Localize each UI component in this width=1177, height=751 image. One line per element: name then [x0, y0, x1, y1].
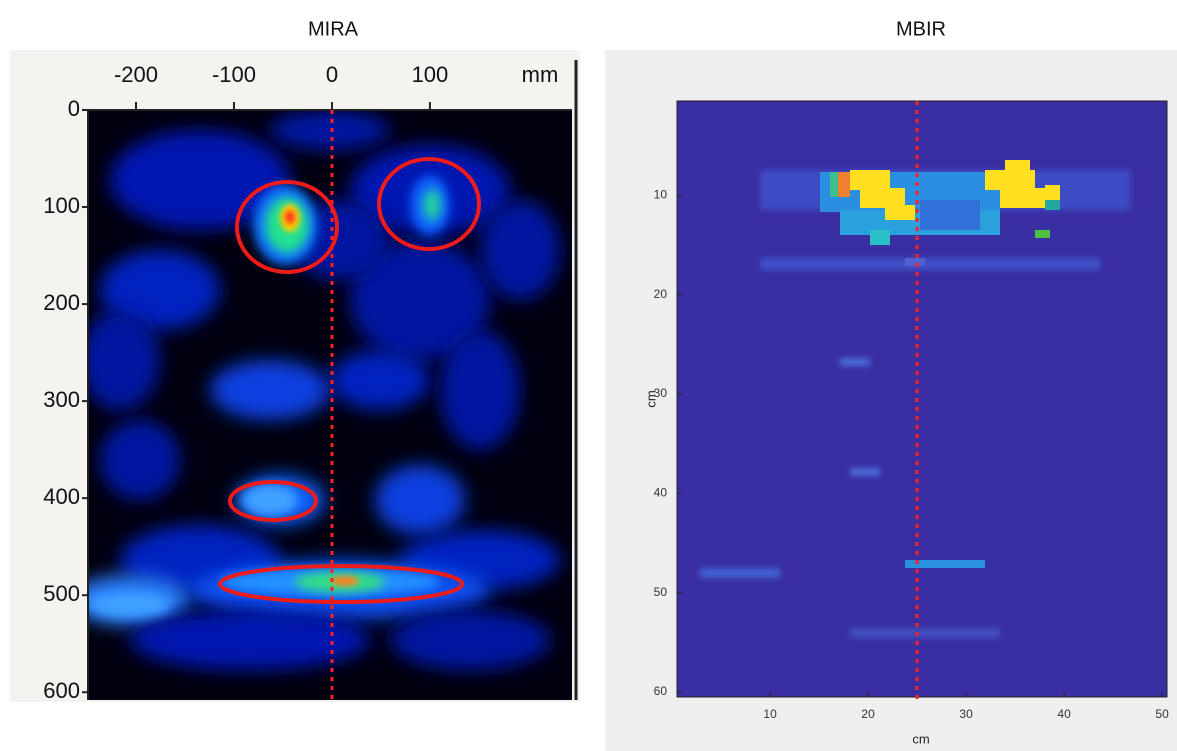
block — [850, 468, 880, 476]
x-axis-label: cm — [912, 731, 929, 746]
blob — [210, 360, 330, 420]
y-tick-label: 60 — [654, 684, 668, 698]
highlight-ring — [218, 564, 464, 604]
blob — [100, 420, 180, 500]
block — [850, 628, 1000, 638]
block — [1000, 188, 1045, 208]
blob — [440, 330, 520, 450]
block — [840, 358, 870, 366]
axes: -200 -100 0 100 0 100 200 300 400 500 600 10 20 30 40 5… — [43, 60, 1169, 721]
block — [920, 200, 980, 230]
y-tick-label: 0 — [68, 96, 80, 121]
blob — [130, 610, 370, 670]
mbir-image — [677, 101, 1167, 697]
blob — [88, 310, 160, 410]
block — [905, 560, 985, 568]
panel-title: MBIR — [896, 18, 946, 40]
x-tick-label: 40 — [1057, 707, 1071, 721]
x-tick-label: 30 — [959, 707, 973, 721]
y-tick-label: 40 — [654, 486, 668, 500]
x-tick-label: 100 — [412, 62, 449, 87]
panel-title: MIRA — [308, 18, 359, 40]
y-tick-label: 200 — [43, 290, 80, 315]
x-tick-label: 50 — [1155, 707, 1169, 721]
block — [905, 258, 925, 266]
blob — [100, 250, 220, 330]
block — [1005, 160, 1030, 172]
block — [700, 568, 780, 578]
blob — [270, 110, 390, 150]
block — [870, 230, 890, 245]
block — [830, 172, 840, 197]
block — [1045, 200, 1060, 210]
y-axis-label: cm — [643, 390, 658, 407]
block — [838, 172, 850, 197]
y-tick-label: 10 — [654, 188, 668, 202]
blob — [331, 576, 359, 586]
blob — [423, 189, 441, 221]
y-tick-label: 400 — [43, 484, 80, 509]
y-tick-label: 20 — [654, 287, 668, 301]
y-tick-label: 50 — [654, 585, 668, 599]
highlight-ring — [228, 480, 318, 522]
x-tick-label: 20 — [861, 707, 875, 721]
block — [860, 188, 905, 208]
block — [1035, 230, 1050, 238]
blob — [480, 200, 560, 300]
block — [985, 170, 1035, 190]
y-tick-label: 30 — [654, 386, 668, 400]
x-tick-label: 10 — [763, 707, 777, 721]
blob — [242, 484, 298, 516]
block — [885, 205, 915, 220]
blob — [90, 593, 170, 617]
highlight-ring — [235, 180, 339, 274]
highlight-ring — [377, 157, 481, 251]
blob — [330, 350, 430, 410]
y-tick-label: 600 — [43, 678, 80, 703]
mira-image — [88, 110, 572, 700]
y-tick-label: 100 — [43, 193, 80, 218]
blob — [350, 240, 490, 360]
blob — [285, 210, 295, 224]
x-tick-label: -100 — [212, 62, 256, 87]
block — [850, 170, 890, 190]
x-tick-label: -200 — [114, 62, 158, 87]
x-tick-label: 0 — [326, 62, 338, 87]
x-axis-label: mm — [522, 62, 559, 87]
block — [760, 258, 1100, 270]
blob — [375, 465, 465, 535]
y-tick-label: 300 — [43, 387, 80, 412]
y-tick-label: 500 — [43, 581, 80, 606]
axes-box — [676, 100, 1168, 698]
blob — [390, 610, 550, 670]
